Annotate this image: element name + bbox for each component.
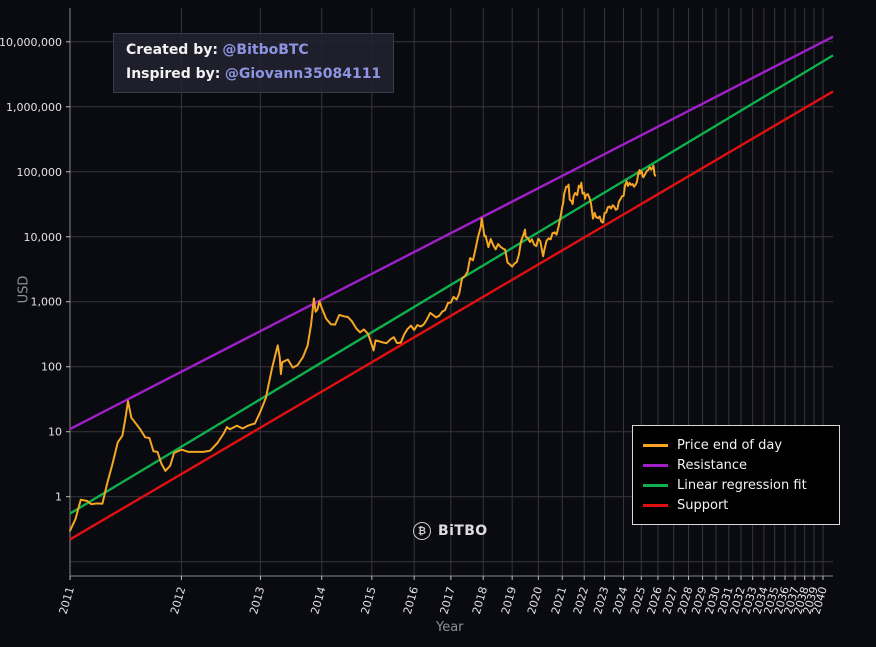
svg-text:2022: 2022 [571,585,591,615]
svg-text:2018: 2018 [470,585,490,615]
svg-text:2014: 2014 [308,585,328,615]
svg-text:2019: 2019 [499,585,519,615]
resistance-line-swatch [643,463,668,467]
svg-text:10,000: 10,000 [24,231,63,244]
created-by-label: Created by: [126,42,218,58]
bitbo-logo: ₿ BiTBO [413,522,488,540]
svg-text:100,000: 100,000 [17,166,63,179]
regression-line-swatch [643,483,668,487]
svg-text:2023: 2023 [591,585,611,615]
y-axis-labels: 10,000,000 1,000,000 100,000 10,000 1,000 100… [0,36,70,504]
resistance-line [69,35,834,431]
svg-text:1,000: 1,000 [31,296,63,309]
price-line-swatch [643,443,668,447]
x-axis-title: Year [436,620,464,635]
legend-item-regression: Linear regression fit [643,475,829,495]
svg-text:2021: 2021 [549,585,569,615]
svg-text:2017: 2017 [438,585,458,615]
support-line-swatch [643,503,668,507]
legend-label-regression: Linear regression fit [677,477,807,493]
bitcoin-circle-icon: ₿ [413,522,431,540]
bitbo-logo-text: BiTBO [438,523,488,539]
svg-text:2016: 2016 [401,585,421,615]
price-line [69,164,657,532]
svg-text:10: 10 [48,426,62,439]
created-by-line: Created by: @BitboBTC [126,38,381,62]
linear-regression-fit-line [69,54,834,515]
svg-text:2013: 2013 [247,585,267,615]
inspired-by-label: Inspired by: [126,66,221,82]
legend-label-resistance: Resistance [677,457,748,473]
svg-text:100: 100 [41,361,62,374]
created-by-handle: @BitboBTC [222,42,309,58]
credits-box: Created by: @BitboBTC Inspired by: @Giov… [113,33,395,93]
x-axis-labels: 2011 2012 2013 2014 2015 2016 2017 2018 2019 2020… [57,576,830,616]
legend-item-support: Support [643,495,829,515]
svg-text:2020: 2020 [525,585,545,615]
support-line [69,90,834,541]
svg-text:2015: 2015 [358,585,378,615]
svg-text:2012: 2012 [168,585,188,615]
legend-label-price: Price end of day [677,437,783,453]
legend-item-price: Price end of day [643,435,829,455]
legend: Price end of day Resistance Linear regre… [632,425,840,525]
axis-spines [69,8,833,577]
svg-text:1,000,000: 1,000,000 [6,101,62,114]
inspired-by-line: Inspired by: @Giovann35084111 [126,62,381,86]
svg-text:10,000,000: 10,000,000 [0,36,62,49]
svg-text:2011: 2011 [57,585,77,615]
y-axis-title: USD [16,275,32,304]
legend-item-resistance: Resistance [643,455,829,475]
svg-text:1: 1 [55,491,62,504]
legend-label-support: Support [677,497,729,513]
inspired-by-handle: @Giovann35084111 [224,66,382,82]
